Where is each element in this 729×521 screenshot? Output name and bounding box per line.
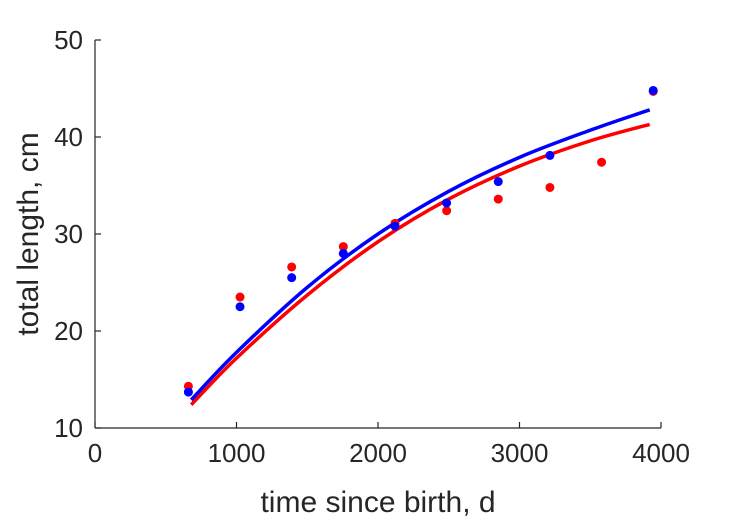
data-point-2	[236, 302, 245, 311]
x-tick-label: 4000	[632, 438, 690, 468]
y-tick-label: 20	[54, 316, 83, 346]
data-point-2	[545, 151, 554, 160]
x-tick-label: 1000	[208, 438, 266, 468]
y-ticks: 10 20 30 40 50	[54, 25, 101, 443]
data-point-1	[236, 293, 245, 302]
x-tick-label: 0	[88, 438, 102, 468]
y-tick-label: 30	[54, 219, 83, 249]
x-tick-label: 2000	[349, 438, 407, 468]
x-tick-label: 3000	[491, 438, 549, 468]
data-point-2	[184, 388, 193, 397]
y-tick-label: 40	[54, 122, 83, 152]
fit-curve-2	[191, 110, 649, 400]
y-axis-title: total length, cm	[12, 132, 45, 335]
data-point-2	[649, 86, 658, 95]
fit-curves	[191, 110, 649, 405]
data-point-2	[287, 273, 296, 282]
data-point-1	[287, 262, 296, 271]
data-point-1	[597, 158, 606, 167]
x-axis-title: time since birth, d	[260, 486, 495, 519]
y-tick-label: 10	[54, 413, 83, 443]
data-point-1	[442, 206, 451, 215]
data-point-1	[494, 195, 503, 204]
data-point-1	[545, 183, 554, 192]
fit-curve-1	[191, 124, 649, 404]
data-point-2	[442, 198, 451, 207]
data-point-2	[339, 249, 348, 258]
data-point-2	[494, 177, 503, 186]
data-point-2	[390, 222, 399, 231]
x-ticks: 0 1000 2000 3000 4000	[88, 422, 690, 468]
y-tick-label: 50	[54, 25, 83, 55]
